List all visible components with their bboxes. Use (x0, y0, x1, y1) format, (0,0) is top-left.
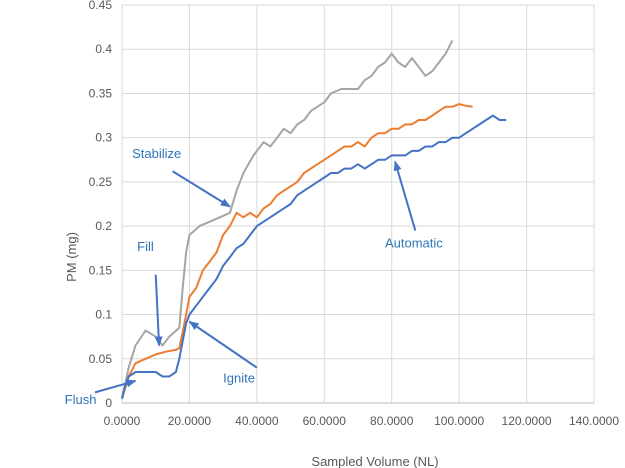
y-tick-label: 0.1 (95, 308, 112, 322)
annotation-label-automatic: Automatic (385, 235, 443, 250)
gridlines (121, 4, 595, 404)
x-tick-label: 120.0000 (502, 414, 552, 428)
y-axis-title: PM (mg) (64, 232, 79, 282)
x-axis-title: Sampled Volume (NL) (311, 454, 438, 468)
x-tick-label: 140.0000 (569, 414, 619, 428)
annotations: Stabilize Fill Flush Ignite Automatic (65, 146, 444, 407)
y-tick-label: 0.4 (95, 42, 112, 56)
axes: 0 0.05 0.1 0.15 0.2 0.25 0.3 0.35 0.4 0.45 0.0000 2… (89, 0, 620, 428)
x-tick-label: 80.0000 (370, 414, 414, 428)
series-layer (121, 39, 507, 399)
y-tick-label: 0.3 (95, 131, 112, 145)
x-tick-label: 20.0000 (168, 414, 212, 428)
annotation-label-ignite: Ignite (223, 371, 255, 386)
x-tick-label: 60.0000 (303, 414, 347, 428)
annotation-label-stabilize: Stabilize (132, 146, 181, 161)
x-tick-label: 40.0000 (235, 414, 279, 428)
x-tick-label: 0.0000 (104, 414, 141, 428)
x-tick-label: 100.0000 (434, 414, 484, 428)
y-tick-label: 0.45 (89, 0, 113, 12)
annotation-arrow-flush (94, 379, 137, 394)
y-tick-label: 0 (105, 396, 112, 410)
y-tick-label: 0.25 (89, 175, 113, 189)
annotation-arrow-ignite (188, 320, 258, 369)
series-line-1 (121, 39, 454, 399)
y-tick-label: 0.05 (89, 352, 113, 366)
annotation-label-flush: Flush (65, 392, 97, 407)
y-tick-label: 0.35 (89, 86, 113, 100)
annotation-arrow-fill (154, 274, 163, 347)
y-tick-label: 0.15 (89, 263, 113, 277)
y-tick-label: 0.2 (95, 219, 112, 233)
series-line-3 (121, 114, 507, 399)
annotation-arrow-stabilize (172, 170, 231, 208)
series-line-2 (121, 103, 473, 399)
annotation-label-fill: Fill (137, 239, 154, 254)
annotation-arrow-automatic (393, 160, 417, 231)
